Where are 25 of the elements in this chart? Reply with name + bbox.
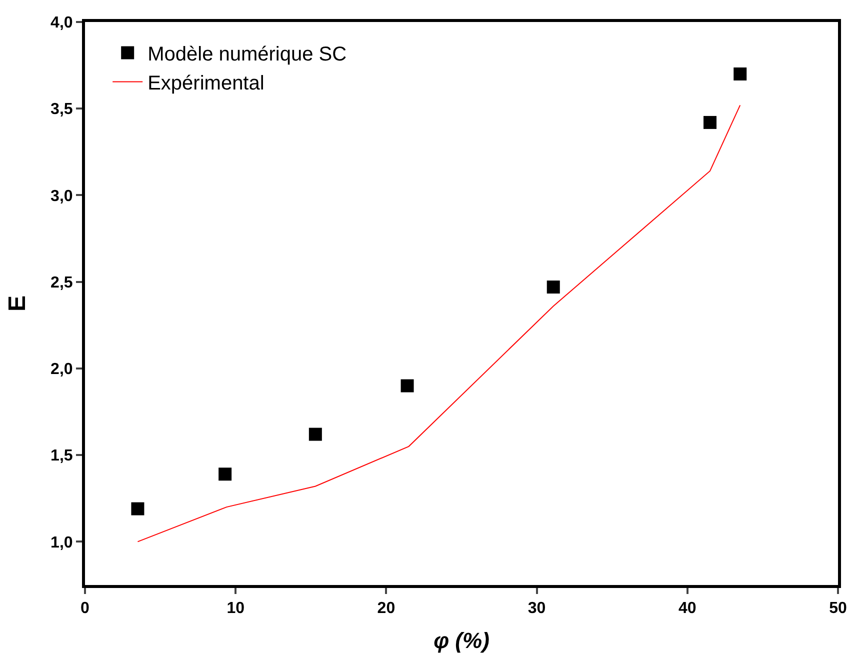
x-axis-title: φ (%) — [434, 628, 490, 653]
x-tick-label: 10 — [226, 600, 245, 618]
x-tick-label: 40 — [678, 600, 696, 618]
x-tick-label: 50 — [829, 600, 847, 618]
point — [546, 280, 560, 294]
point — [734, 67, 747, 80]
line-series — [137, 104, 741, 542]
y-axis-title: E — [4, 295, 31, 312]
point — [131, 502, 144, 516]
y-tick-label: 1,5 — [50, 448, 73, 465]
legend-label: Expérimental — [148, 72, 264, 95]
y-tick-label: 1,0 — [50, 534, 73, 552]
y-tick-label: 3,0 — [50, 188, 73, 205]
x-tick-label: 30 — [528, 600, 546, 618]
point — [400, 379, 414, 392]
point — [703, 116, 716, 129]
y-tick-label: 4,0 — [50, 14, 73, 32]
point — [218, 468, 232, 481]
legend-label: Modèle numérique SC — [148, 44, 347, 66]
point — [308, 428, 322, 441]
x-tick-label: 0 — [80, 600, 90, 618]
y-tick-label: 2,0 — [50, 361, 73, 378]
y-tick-label: 3,5 — [50, 101, 73, 118]
x-tick-label: 20 — [377, 600, 396, 618]
y-tick-label: 2,5 — [50, 274, 73, 292]
